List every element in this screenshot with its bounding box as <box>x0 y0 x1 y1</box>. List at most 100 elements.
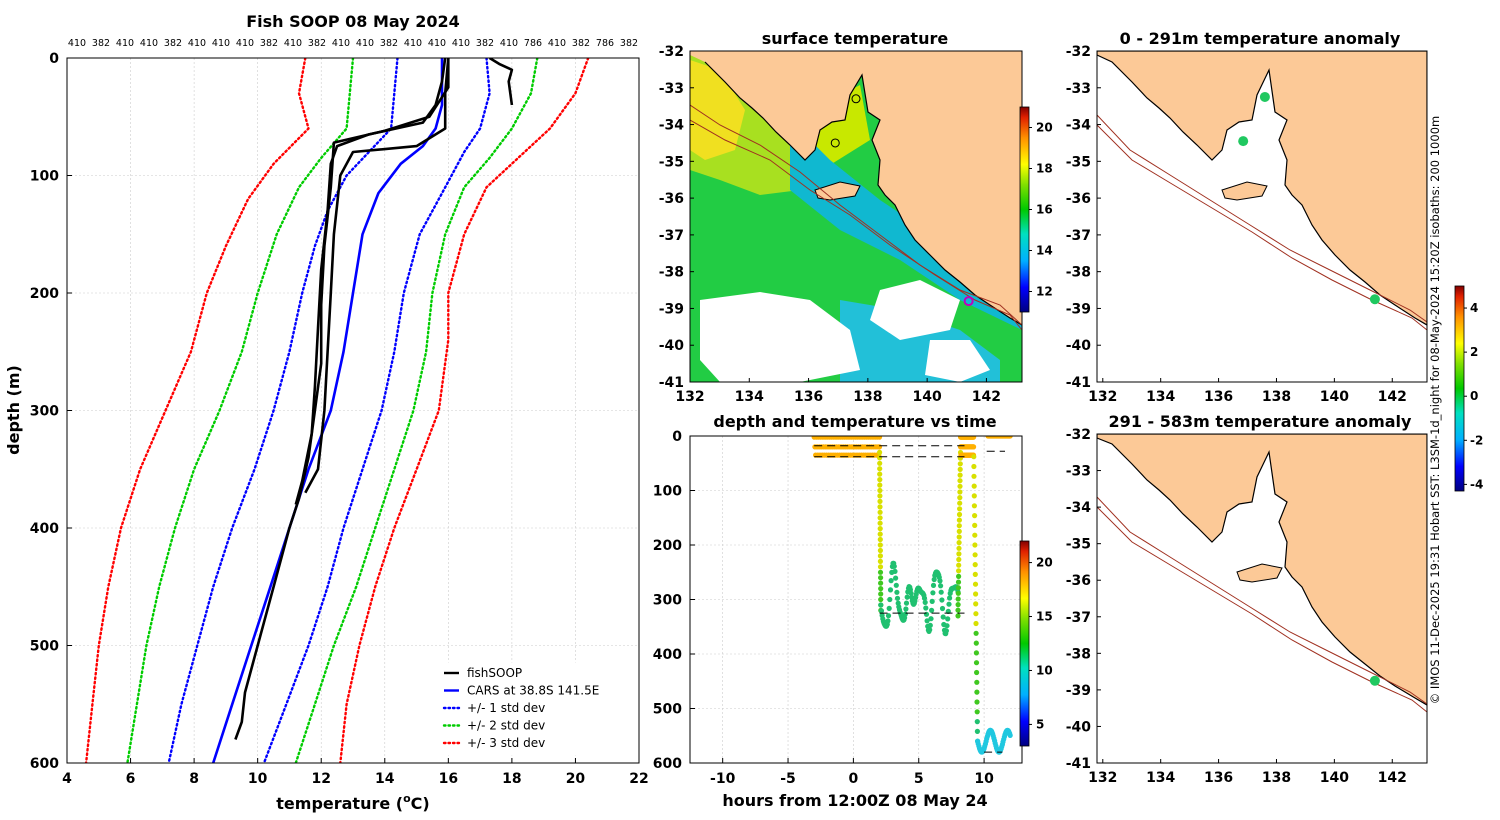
y-tick-label: -36 <box>659 191 684 207</box>
y-tick-label: -34 <box>1066 500 1092 516</box>
y-tick-label: -37 <box>1066 610 1091 626</box>
x-tick-label: 138 <box>853 389 882 405</box>
ts-point <box>891 563 897 569</box>
anomaly-colorbar <box>1454 285 1465 492</box>
anomaly-point <box>1369 675 1380 686</box>
station-marker <box>830 138 840 148</box>
top-label: 410 <box>500 38 518 49</box>
ts-point <box>973 611 979 617</box>
ts-point <box>877 553 884 559</box>
series-line <box>234 58 450 740</box>
top-label: 410 <box>356 38 374 49</box>
ts-point <box>957 489 963 495</box>
ts-point <box>957 500 963 506</box>
profile-legend: fishSOOP CARS at 38.8S 141.5E +/- 1 std de… <box>435 662 625 756</box>
legend-label: fishSOOP <box>467 666 522 680</box>
anomaly-shallow-ticks: 132 134 136 138 140 142 -32 -33 -34 -35 -36 -37 -38 -… <box>1066 44 1407 405</box>
series-line <box>294 58 447 505</box>
x-tick-label: 0 <box>849 771 859 787</box>
ts-point <box>957 466 963 472</box>
top-label: 382 <box>260 38 278 49</box>
ts-point <box>923 605 929 611</box>
ts-point <box>971 503 978 509</box>
series-line <box>294 58 539 763</box>
ts-point <box>972 581 979 587</box>
top-label: 410 <box>188 38 206 49</box>
ts-point <box>973 640 979 646</box>
x-tick-label: 20 <box>566 771 586 787</box>
x-tick-label: 132 <box>1088 389 1117 405</box>
ts-point <box>957 506 963 512</box>
ts-point <box>929 598 935 605</box>
ts-point <box>927 622 933 629</box>
ts-point <box>956 568 962 574</box>
sst-kangaroo-island <box>814 181 861 201</box>
ts-point <box>878 608 885 614</box>
ts-point <box>893 582 899 588</box>
ts-point <box>930 590 936 596</box>
ts-point <box>955 607 961 613</box>
x-tick-label: 14 <box>375 771 395 787</box>
sst-field <box>690 51 1022 382</box>
y-tick-label: 100 <box>653 484 682 500</box>
x-tick-label: 6 <box>126 771 136 787</box>
ts-point <box>903 600 910 606</box>
anomaly-shallow-land <box>1097 51 1427 326</box>
x-tick-label: 136 <box>1204 389 1233 405</box>
ts-point <box>877 449 883 455</box>
x-tick-label: 134 <box>1146 389 1175 405</box>
ts-point <box>877 466 883 472</box>
anomaly-shallow-map <box>1097 51 1427 382</box>
top-label: 382 <box>620 38 638 49</box>
ts-point <box>928 616 934 622</box>
x-tick-label: 10 <box>248 771 268 787</box>
ts-point <box>955 590 961 596</box>
ts-point <box>957 461 963 467</box>
y-tick-label: 0 <box>49 51 59 67</box>
top-label: 410 <box>236 38 254 49</box>
ts-point <box>876 444 883 450</box>
ts-point <box>931 576 937 583</box>
sst-map-panel: 132 134 136 138 140 142 -32 -33 -34 -35 -36 -37 -38 -… <box>659 29 1053 405</box>
ts-point <box>877 493 883 499</box>
sst-colorbar <box>1019 106 1030 313</box>
ts-point <box>885 613 892 619</box>
ts-point <box>972 522 978 529</box>
ts-point <box>956 528 962 535</box>
ts-point <box>974 709 980 715</box>
ts-point <box>877 515 883 521</box>
ts-point <box>877 542 883 548</box>
y-tick-label: 300 <box>30 404 59 420</box>
ts-point <box>957 495 963 501</box>
ts-point <box>938 589 944 595</box>
top-label: 410 <box>332 38 350 49</box>
ts-point <box>878 591 884 597</box>
x-tick-label: 140 <box>1320 770 1349 786</box>
ts-point <box>973 591 979 597</box>
ts-point <box>972 532 978 538</box>
y-tick-label: 600 <box>653 756 682 772</box>
ts-point <box>944 623 950 629</box>
anomaly-point <box>1259 91 1270 102</box>
ts-point <box>971 454 977 460</box>
y-tick-label: -32 <box>1066 427 1091 443</box>
ts-point <box>955 613 961 619</box>
ts-point <box>902 611 908 617</box>
y-tick-label: -41 <box>1066 375 1091 391</box>
y-tick-label: 200 <box>653 538 682 554</box>
ts-point <box>957 483 963 489</box>
top-label: 410 <box>404 38 422 49</box>
x-tick-label: 136 <box>1204 770 1233 786</box>
ts-point <box>927 627 933 633</box>
y-tick-label: -35 <box>1066 537 1091 553</box>
top-label: 410 <box>140 38 158 49</box>
ts-point <box>956 551 962 557</box>
ts-point <box>956 523 962 529</box>
top-label: 382 <box>572 38 590 49</box>
top-label: 382 <box>164 38 182 49</box>
legend-label: +/- 2 std dev <box>467 719 545 733</box>
y-tick-label: -38 <box>1066 646 1091 662</box>
y-tick-label: -41 <box>659 375 684 391</box>
ts-point <box>956 517 963 523</box>
y-tick-label: -37 <box>1066 228 1091 244</box>
